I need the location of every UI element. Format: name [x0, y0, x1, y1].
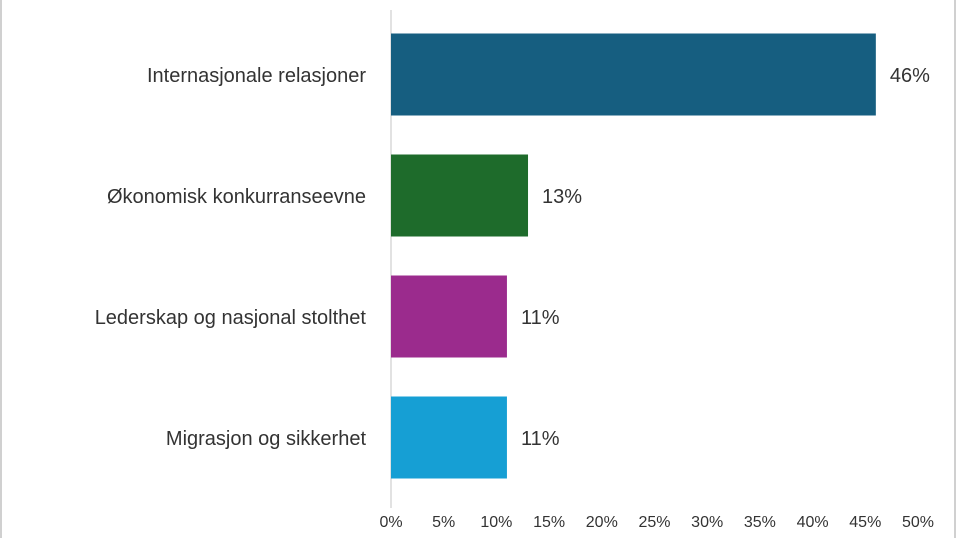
x-tick-label: 10%: [480, 514, 512, 531]
category-label: Økonomisk konkurranseevne: [107, 186, 366, 208]
value-label: 13%: [542, 186, 582, 208]
x-tick-label: 40%: [797, 514, 829, 531]
x-tick-label: 45%: [849, 514, 881, 531]
x-tick-label: 30%: [691, 514, 723, 531]
x-tick-label: 50%: [902, 514, 934, 531]
category-label: Migrasjon og sikkerhet: [166, 428, 367, 450]
value-label: 11%: [521, 428, 560, 450]
value-label: 11%: [521, 307, 560, 329]
bar: [391, 33, 876, 116]
x-tick-label: 0%: [379, 514, 402, 531]
x-tick-label: 15%: [533, 514, 565, 531]
x-tick-label: 25%: [638, 514, 670, 531]
category-label: Internasjonale relasjoner: [147, 65, 366, 87]
x-tick-label: 5%: [432, 514, 455, 531]
category-label: Lederskap og nasjonal stolthet: [95, 307, 367, 329]
x-tick-label: 35%: [744, 514, 776, 531]
x-tick-label: 20%: [586, 514, 618, 531]
bar: [391, 396, 507, 479]
value-label: 46%: [890, 65, 930, 87]
bar: [391, 154, 529, 237]
bar: [391, 275, 507, 358]
